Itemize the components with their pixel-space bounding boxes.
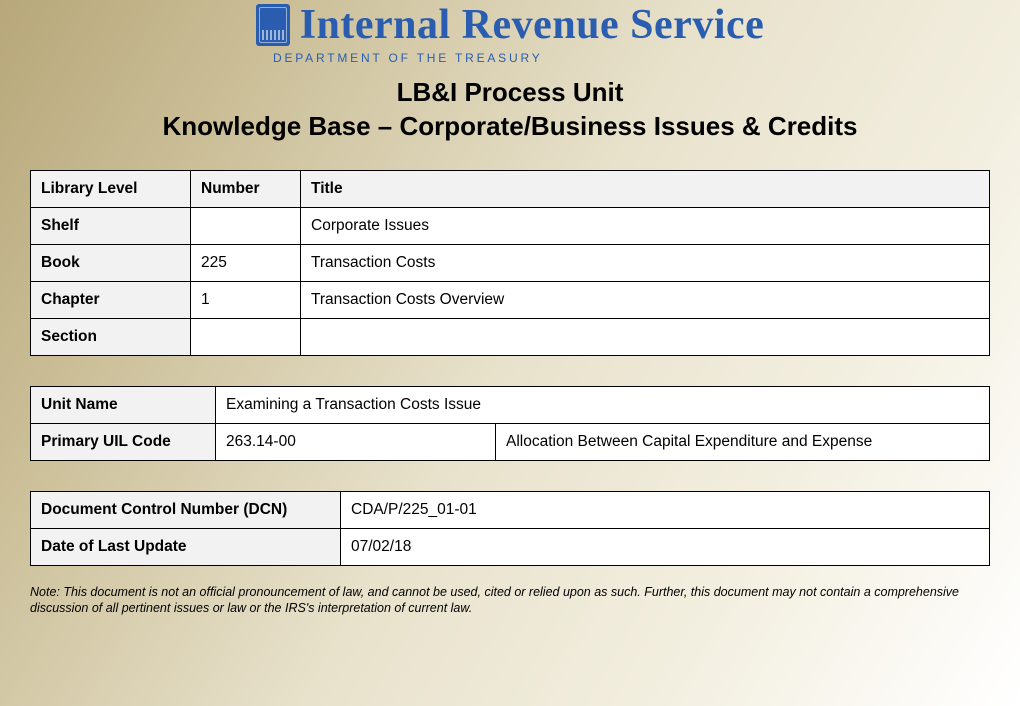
- cell-number: [191, 207, 301, 244]
- cell-number: 1: [191, 281, 301, 318]
- cell-level: Section: [31, 318, 191, 355]
- cell-level: Chapter: [31, 281, 191, 318]
- col-title: Title: [301, 170, 990, 207]
- title-line-1: LB&I Process Unit: [30, 76, 990, 110]
- table-row: Book 225 Transaction Costs: [31, 244, 990, 281]
- department-subtitle: DEPARTMENT OF THE TREASURY: [273, 52, 833, 64]
- table-row: Unit Name Examining a Transaction Costs …: [31, 386, 990, 423]
- cell-level: Shelf: [31, 207, 191, 244]
- title-block: LB&I Process Unit Knowledge Base – Corpo…: [30, 76, 990, 144]
- unit-name-label: Unit Name: [31, 386, 216, 423]
- title-line-2: Knowledge Base – Corporate/Business Issu…: [30, 110, 990, 144]
- date-value: 07/02/18: [341, 528, 990, 565]
- cell-number: [191, 318, 301, 355]
- page: Internal Revenue Service DEPARTMENT OF T…: [0, 0, 1020, 632]
- cell-title: Transaction Costs: [301, 244, 990, 281]
- disclaimer-note: Note: This document is not an official p…: [30, 584, 990, 618]
- table-row: Document Control Number (DCN) CDA/P/225_…: [31, 491, 990, 528]
- table-row: Chapter 1 Transaction Costs Overview: [31, 281, 990, 318]
- logo-line: Internal Revenue Service: [256, 4, 765, 46]
- irs-eagle-icon: [256, 4, 290, 46]
- table-row: Section: [31, 318, 990, 355]
- table-row: Primary UIL Code 263.14-00 Allocation Be…: [31, 423, 990, 460]
- dcn-label: Document Control Number (DCN): [31, 491, 341, 528]
- unit-name-value: Examining a Transaction Costs Issue: [216, 386, 990, 423]
- table-row: Shelf Corporate Issues: [31, 207, 990, 244]
- uil-label: Primary UIL Code: [31, 423, 216, 460]
- unit-table: Unit Name Examining a Transaction Costs …: [30, 386, 990, 461]
- logo-block: Internal Revenue Service DEPARTMENT OF T…: [30, 0, 990, 66]
- col-number: Number: [191, 170, 301, 207]
- library-table: Library Level Number Title Shelf Corpora…: [30, 170, 990, 356]
- table-row: Date of Last Update 07/02/18: [31, 528, 990, 565]
- dcn-table: Document Control Number (DCN) CDA/P/225_…: [30, 491, 990, 566]
- uil-desc: Allocation Between Capital Expenditure a…: [496, 423, 990, 460]
- table-header-row: Library Level Number Title: [31, 170, 990, 207]
- cell-title: [301, 318, 990, 355]
- cell-title: Corporate Issues: [301, 207, 990, 244]
- cell-title: Transaction Costs Overview: [301, 281, 990, 318]
- org-name: Internal Revenue Service: [300, 4, 765, 46]
- dcn-value: CDA/P/225_01-01: [341, 491, 990, 528]
- cell-number: 225: [191, 244, 301, 281]
- cell-level: Book: [31, 244, 191, 281]
- uil-code: 263.14-00: [216, 423, 496, 460]
- col-library-level: Library Level: [31, 170, 191, 207]
- date-label: Date of Last Update: [31, 528, 341, 565]
